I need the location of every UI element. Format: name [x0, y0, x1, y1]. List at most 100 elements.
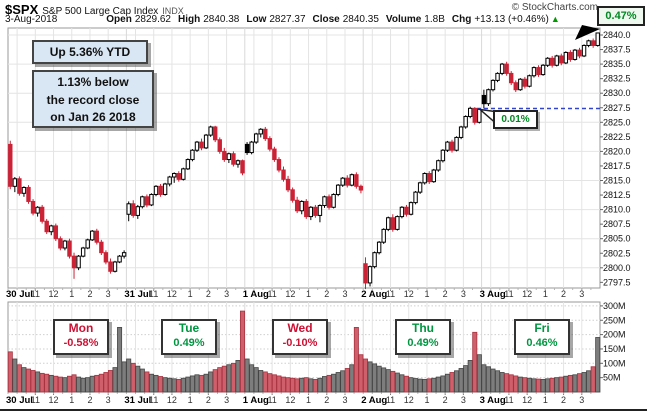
x-axis-day-label: 3 Aug: [480, 395, 506, 406]
candle-body: [258, 128, 263, 135]
volume-bar: [321, 376, 327, 393]
volume-bar: [135, 365, 141, 393]
volume-bar: [595, 337, 601, 393]
x-axis-hour-label: 2: [324, 395, 329, 405]
day-name-label: Tue: [178, 321, 200, 335]
candle-body: [509, 72, 514, 84]
day-name-label: Fri: [534, 321, 550, 335]
day-name-label: Thu: [412, 321, 434, 335]
candle-body: [285, 178, 291, 191]
candle-body: [240, 160, 245, 174]
x-axis-hour-label: 1: [188, 289, 193, 299]
volume-label: Volume: [385, 14, 422, 25]
x-axis-hour-label: 2: [87, 395, 92, 405]
candle-body: [103, 252, 109, 263]
volume-bar: [25, 368, 31, 393]
candle-body: [117, 255, 122, 263]
candle-body: [399, 206, 405, 218]
x-axis-hour-label: 2: [87, 289, 92, 299]
x-axis-hour-label: 1: [69, 395, 74, 405]
candle-body: [495, 72, 500, 81]
volume-bar: [554, 377, 560, 393]
volume-bar: [308, 378, 314, 393]
volume-bar: [35, 371, 41, 393]
volume-bar: [381, 367, 387, 393]
candle-body: [563, 51, 569, 64]
day-summary-box-tue: Tue 0.49%: [161, 319, 217, 355]
volume-bar: [71, 374, 77, 393]
volume-bar: [57, 376, 63, 393]
volume-bar: [317, 377, 323, 393]
index-name: S&P 500 Large Cap Index: [42, 6, 159, 17]
candle-body: [121, 252, 127, 257]
volume-bar: [212, 369, 218, 393]
volume-bar: [267, 373, 273, 393]
day-name-label: Mon: [68, 321, 94, 335]
candle-body: [272, 148, 277, 161]
volume-bar: [194, 374, 200, 393]
volume-bar: [121, 361, 127, 393]
volume-bar: [567, 374, 573, 393]
up-triangle-icon: ▲: [550, 14, 560, 24]
candle-body: [290, 189, 295, 201]
candle-body: [53, 225, 59, 240]
candle-body: [531, 67, 537, 77]
candle-body: [499, 63, 505, 74]
candle-body: [94, 230, 99, 243]
volume-bar: [44, 373, 50, 393]
volume-bar: [531, 378, 537, 393]
volume-bar: [581, 372, 587, 393]
high-label: High: [177, 14, 201, 25]
candle-body: [445, 141, 450, 151]
price-axis-label: 2837.5: [603, 45, 631, 55]
candle-body: [595, 32, 600, 46]
candle-body: [85, 239, 90, 249]
volume-bar: [522, 377, 528, 393]
volume-bar: [372, 363, 378, 393]
candle-body: [345, 177, 350, 186]
day-summary-box-mon: Mon -0.58%: [53, 319, 109, 355]
volume-bar: [189, 375, 195, 393]
candle-body: [358, 185, 364, 191]
x-axis-hour-label: 2: [443, 395, 448, 405]
candle-body: [568, 51, 573, 60]
candle-body: [431, 169, 436, 183]
high-value: 2840.38: [203, 14, 240, 25]
change-label: Chg: [451, 14, 472, 25]
volume-bar: [66, 375, 72, 393]
volume-bar: [203, 373, 209, 393]
candle-body: [335, 184, 341, 195]
volume-bar: [303, 377, 309, 393]
volume-bar: [112, 367, 118, 393]
volume-bar: [536, 378, 542, 393]
change-value: +13.13 (+0.46%): [474, 14, 549, 25]
price-axis-label: 2835.0: [603, 59, 631, 69]
volume-bar: [540, 378, 546, 393]
volume-bar: [262, 371, 268, 393]
candle-body: [176, 173, 181, 180]
volume-bar: [158, 376, 164, 393]
candle-body: [112, 261, 118, 272]
candle-body: [21, 186, 27, 194]
day-change-label: 0.49%: [173, 337, 205, 349]
candle-body: [590, 40, 596, 46]
candle-body: [71, 255, 77, 269]
low-label: Low: [246, 14, 267, 25]
candle-body: [194, 141, 200, 151]
candle-body: [577, 49, 582, 57]
volume-bar: [162, 377, 168, 393]
x-axis-hour-label: 2: [206, 395, 211, 405]
candle-body: [472, 107, 477, 123]
x-axis-hour-label: 1: [306, 289, 311, 299]
volume-bar: [586, 370, 592, 393]
x-axis-hour-label: 11: [31, 395, 40, 405]
volume-bar: [331, 373, 337, 393]
candle-body: [545, 57, 550, 66]
volume-bar: [89, 375, 95, 393]
volume-bar: [499, 372, 505, 393]
record-line-2: the record close: [46, 92, 140, 107]
price-axis-label: 2797.5: [603, 277, 631, 287]
volume-bar: [144, 371, 150, 393]
day-change-label: -0.10%: [282, 337, 318, 349]
volume-bar: [326, 374, 332, 393]
